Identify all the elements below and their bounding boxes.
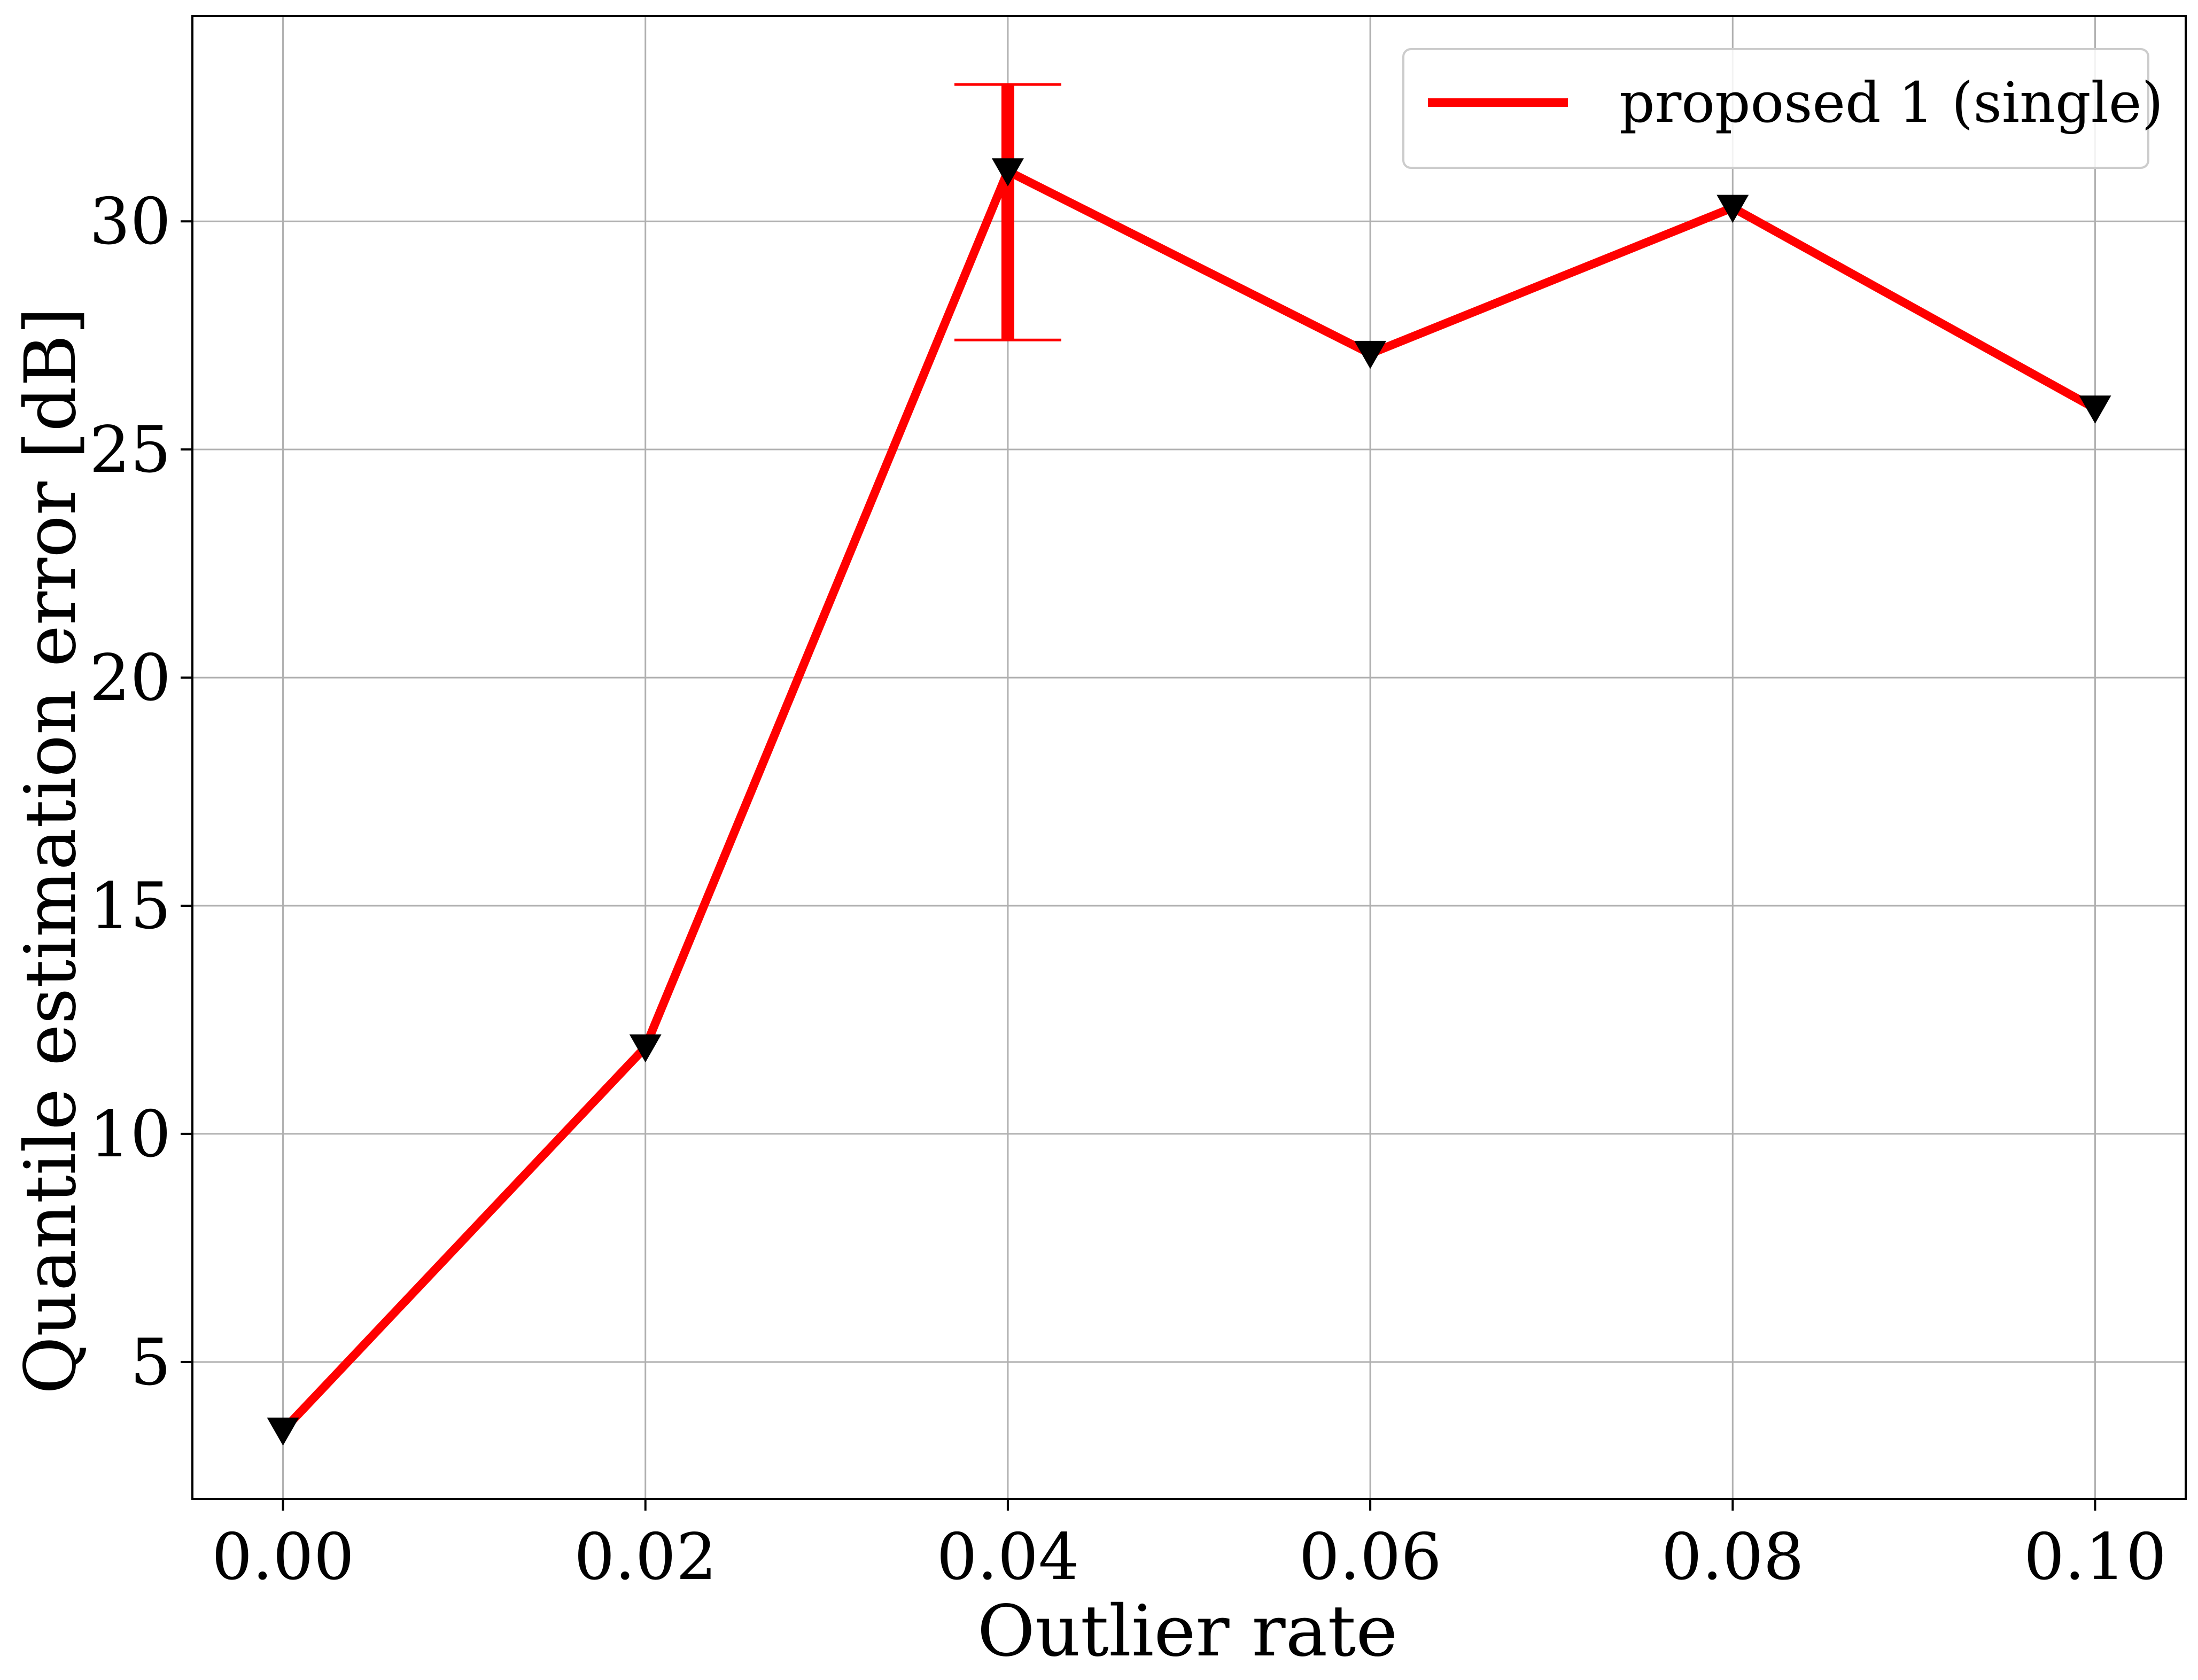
x-axis-title: Outlier rate [977,1590,1398,1673]
grid-lines [192,16,2186,1499]
legend: proposed 1 (single) [1402,48,2163,169]
axes-frame [191,15,2187,1500]
x-tick-label: 0.10 [2024,1520,2166,1595]
x-tick-label: 0.00 [212,1520,354,1595]
tick-labels: 0.00 0.02 0.04 0.06 0.08 0.10 5 10 15 20 25 30 [89,185,2166,1595]
x-tick-label: 0.06 [1299,1520,1441,1595]
data-point-marker [629,1034,662,1063]
y-tick-label: 5 [130,1326,171,1400]
data-point-marker [991,158,1024,186]
y-tick-label: 20 [89,641,171,715]
data-point-marker [1717,195,1749,223]
legend-box [1402,48,2149,169]
series-layer [267,83,2111,1446]
data-point-marker [1354,340,1387,369]
legend-label: proposed 1 (single) [1619,70,2163,135]
x-tick-label: 0.08 [1661,1520,1804,1595]
plot-frame [191,15,2187,1500]
x-tick-label: 0.02 [574,1520,717,1595]
data-point-marker [267,1417,299,1446]
x-tick-label: 0.04 [936,1520,1079,1595]
y-axis-title: Quantile estimation error [dB] [10,307,92,1395]
series-line [279,167,2098,1434]
y-tick-label: 10 [89,1098,171,1172]
y-tick-label: 15 [89,869,171,944]
data-point-marker [2079,395,2111,424]
y-tick-label: 30 [89,185,171,259]
y-tick-label: 25 [89,413,171,487]
